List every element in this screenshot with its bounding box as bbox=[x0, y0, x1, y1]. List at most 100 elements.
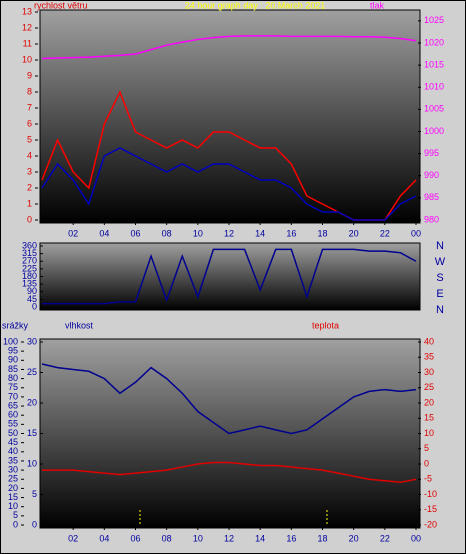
y-tick-label: 0 bbox=[424, 458, 429, 468]
compass-label: N bbox=[436, 304, 444, 316]
y-tick-label: 315 bbox=[22, 248, 37, 258]
compass-label: E bbox=[436, 288, 443, 300]
y-tick-label: 20 bbox=[8, 483, 18, 493]
y-tick-label: -20 bbox=[424, 519, 437, 529]
y-tick-label: 45 bbox=[8, 437, 18, 447]
y-tick-label: 0 bbox=[32, 519, 37, 529]
y-tick-label: 0 bbox=[32, 301, 37, 311]
y-tick-label: 25 bbox=[27, 367, 37, 377]
y-tick-label: 15 bbox=[8, 492, 18, 502]
y-tick-label: 50 bbox=[8, 428, 18, 438]
temp-label: teplota bbox=[312, 320, 339, 330]
y-tick-label: 10 bbox=[22, 54, 32, 64]
y-tick-label: 35 bbox=[8, 455, 18, 465]
y-tick-label: 25 bbox=[424, 382, 434, 392]
compass-label: N bbox=[436, 240, 444, 252]
x-tick-label: 14 bbox=[255, 533, 265, 543]
series-line bbox=[42, 248, 417, 305]
rain-label: srážky bbox=[2, 320, 29, 330]
y-tick-label: 30 bbox=[27, 336, 37, 346]
y-tick-label: 95 bbox=[8, 346, 18, 356]
y-tick-label: 1005 bbox=[424, 104, 444, 114]
panel-humidity bbox=[39, 338, 421, 529]
y-tick-label: 135 bbox=[22, 279, 37, 289]
y-tick-label: 20 bbox=[424, 397, 434, 407]
x-tick-label: 12 bbox=[224, 228, 234, 238]
x-tick-label: 18 bbox=[317, 228, 327, 238]
humidity-label: vlhkost bbox=[65, 320, 94, 330]
y-tick-label: 5 bbox=[32, 489, 37, 499]
y-tick-label: 40 bbox=[424, 336, 434, 346]
x-tick-label: 20 bbox=[349, 228, 359, 238]
y-tick-label: 85 bbox=[8, 364, 18, 374]
pressure-label: tlak bbox=[370, 0, 385, 10]
y-tick-label: 1020 bbox=[424, 37, 444, 47]
y-tick-label: 60 bbox=[8, 410, 18, 420]
x-tick-label: 20 bbox=[349, 533, 359, 543]
y-tick-label: 15 bbox=[424, 413, 434, 423]
y-tick-label: 4 bbox=[27, 150, 32, 160]
y-tick-label: 55 bbox=[8, 419, 18, 429]
y-tick-label: 995 bbox=[424, 148, 439, 158]
y-tick-label: 6 bbox=[27, 118, 32, 128]
y-tick-label: -5 bbox=[424, 474, 432, 484]
y-tick-label: 180 bbox=[22, 271, 37, 281]
panel-direction bbox=[39, 242, 421, 311]
y-tick-label: 1025 bbox=[424, 15, 444, 25]
y-tick-label: 0 bbox=[27, 214, 32, 224]
x-tick-label: 10 bbox=[193, 533, 203, 543]
x-tick-label: 02 bbox=[68, 228, 78, 238]
y-tick-label: 7 bbox=[27, 102, 32, 112]
y-tick-label: 45 bbox=[27, 294, 37, 304]
y-tick-label: 1015 bbox=[424, 59, 444, 69]
y-tick-label: 20 bbox=[27, 397, 37, 407]
wind-label: rychlost větru bbox=[34, 0, 88, 10]
y-tick-label: 80 bbox=[8, 373, 18, 383]
y-tick-label: 10 bbox=[8, 501, 18, 511]
y-tick-label: 985 bbox=[424, 192, 439, 202]
y-tick-label: 15 bbox=[27, 428, 37, 438]
y-tick-label: 90 bbox=[8, 355, 18, 365]
x-tick-label: 02 bbox=[68, 533, 78, 543]
x-tick-label: 00 bbox=[411, 533, 421, 543]
x-tick-label: 04 bbox=[99, 228, 109, 238]
y-tick-label: 11 bbox=[23, 38, 32, 48]
y-tick-label: 1000 bbox=[424, 126, 444, 136]
x-tick-label: 00 bbox=[411, 228, 421, 238]
y-tick-label: 30 bbox=[424, 367, 434, 377]
y-tick-label: 8 bbox=[27, 86, 32, 96]
series-line bbox=[41, 35, 417, 60]
x-tick-label: 16 bbox=[286, 228, 296, 238]
y-tick-label: -10 bbox=[424, 489, 437, 499]
y-tick-label: -15 bbox=[424, 504, 437, 514]
y-tick-label: 990 bbox=[424, 170, 439, 180]
x-tick-label: 06 bbox=[130, 228, 140, 238]
y-tick-label: 360 bbox=[22, 240, 37, 250]
y-tick-label: 2 bbox=[27, 182, 32, 192]
y-tick-label: 1 bbox=[27, 198, 32, 208]
y-tick-label: 225 bbox=[22, 263, 37, 273]
x-tick-label: 22 bbox=[380, 228, 390, 238]
panel-wind bbox=[39, 9, 421, 224]
x-tick-label: 04 bbox=[99, 533, 109, 543]
x-tick-label: 10 bbox=[193, 228, 203, 238]
y-tick-label: 5 bbox=[27, 134, 32, 144]
y-tick-label: 90 bbox=[27, 286, 37, 296]
x-tick-label: 08 bbox=[162, 228, 172, 238]
title: 24 hour graph day : 20.March 2021 bbox=[185, 0, 326, 10]
y-tick-label: 30 bbox=[8, 464, 18, 474]
y-tick-label: 100 bbox=[3, 336, 18, 346]
y-tick-label: 270 bbox=[22, 256, 37, 266]
x-tick-label: 18 bbox=[317, 533, 327, 543]
x-tick-label: 14 bbox=[255, 228, 265, 238]
compass-label: S bbox=[436, 272, 443, 284]
y-tick-label: 5 bbox=[13, 510, 18, 520]
y-tick-label: 25 bbox=[8, 474, 18, 484]
y-tick-label: 40 bbox=[8, 446, 18, 456]
series-line bbox=[42, 461, 417, 484]
y-tick-label: 10 bbox=[424, 428, 434, 438]
y-tick-label: 13 bbox=[22, 6, 32, 16]
y-tick-label: 70 bbox=[8, 391, 18, 401]
y-tick-label: 9 bbox=[27, 70, 32, 80]
